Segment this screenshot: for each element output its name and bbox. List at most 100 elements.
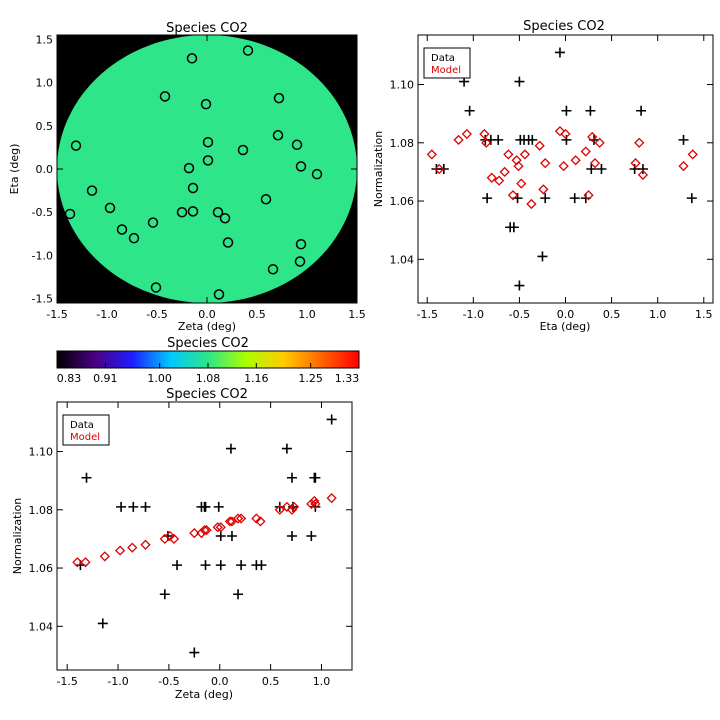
zeta-data-point	[236, 560, 247, 571]
eta-model-point	[538, 184, 549, 195]
zeta-plot-frame	[56, 401, 353, 671]
eta-model-point	[678, 160, 689, 172]
eta-data-point	[596, 164, 607, 174]
colorbar-tick-label: 1.33	[335, 372, 360, 385]
map-y-tick-label: -1.0	[32, 249, 53, 262]
zeta-model-point	[288, 501, 300, 512]
eta-x-tick-label: 1.5	[695, 308, 713, 321]
zeta-data-point	[256, 560, 267, 571]
map-marker	[260, 194, 272, 205]
zeta-data-point	[97, 618, 108, 629]
eta-x-ticks: -1.5 -1.0 -0.5 0.0 0.5 1.0 1.5	[416, 35, 713, 321]
eta-x-tick-label: -0.5	[509, 308, 530, 321]
eta-model-point	[583, 190, 594, 201]
zeta-legend-model: Model	[70, 432, 100, 443]
map-x-tick-label: 0.5	[248, 308, 266, 321]
eta-model-point	[481, 137, 492, 148]
zeta-x-tick-label: -1.0	[107, 675, 128, 688]
eta-model-point	[637, 169, 649, 180]
eta-model-point	[558, 160, 569, 172]
zeta-y-tick-label: 1.08	[29, 504, 54, 517]
zeta-model-point	[255, 516, 266, 527]
eta-x-tick-label: -1.0	[463, 308, 484, 321]
map-y-ticks: -1.5 -1.0 -0.5 0.0 0.5 1.0 1.5	[32, 33, 357, 306]
eta-model-point	[426, 149, 437, 160]
eta-y-tick-label: 1.06	[390, 195, 415, 208]
zeta-data-point	[281, 443, 292, 454]
eta-model-point	[587, 131, 598, 143]
zeta-model-point	[201, 525, 212, 536]
eta-model-point	[479, 128, 490, 140]
eta-model-point	[494, 175, 505, 186]
colorbar-tick-label: 0.83	[57, 372, 82, 385]
eta-legend-data: Data	[431, 53, 455, 64]
map-x-axis-label: Zeta (deg)	[178, 320, 236, 333]
zeta-x-axis-label: Zeta (deg)	[175, 688, 233, 701]
map-x-tick-label: 0.0	[198, 308, 216, 321]
eta-legend-model: Model	[431, 65, 461, 76]
eta-data-point	[678, 134, 689, 145]
eta-model-point	[594, 137, 605, 148]
zeta-model-point	[286, 504, 298, 515]
map-marker	[159, 91, 171, 102]
zeta-data-point	[233, 589, 244, 600]
eta-model-point	[516, 178, 527, 189]
map-marker	[200, 98, 212, 110]
zeta-y-ticks: 1.04 1.06 1.08 1.10	[29, 446, 352, 633]
map-marker	[187, 182, 199, 194]
map-x-tick-label: -0.5	[146, 308, 167, 321]
eta-data-point	[514, 280, 525, 291]
zeta-y-tick-label: 1.06	[29, 562, 54, 575]
map-marker	[104, 202, 116, 214]
map-x-ticks: -1.5 -1.0 -0.5 0.0 0.5 1.0 1.5	[46, 35, 366, 321]
map-y-axis-label: Eta (deg)	[8, 144, 21, 195]
zeta-model-point	[274, 504, 285, 515]
zeta-model-point	[72, 557, 83, 568]
eta-model-point	[634, 137, 645, 148]
zeta-model-point	[189, 527, 200, 539]
map-marker	[291, 139, 303, 151]
zeta-model-point	[168, 533, 180, 545]
colorbar-panel: Species CO2 0.83 0.91 1.00 1.08 1.16 1.25 1.33	[56, 336, 360, 385]
map-marker	[86, 185, 98, 196]
map-marker	[311, 168, 323, 180]
eta-data-point	[537, 251, 548, 262]
zeta-x-ticks: -1.5 -1.0 -0.5 0.0 0.5 1.0	[56, 402, 330, 688]
zeta-x-tick-label: 1.0	[313, 675, 331, 688]
eta-x-tick-label: -1.5	[416, 308, 437, 321]
co2-map-panel: Species CO2 -1.5 -1.0 -0.5 0.0 0.5 1.0 1.5 -1.…	[8, 21, 366, 333]
eta-model-point	[461, 128, 472, 140]
eta-x-tick-label: 0.5	[603, 308, 621, 321]
map-x-tick-label: 1.5	[348, 308, 366, 321]
zeta-data-point	[326, 414, 337, 425]
zeta-model-point	[232, 513, 244, 524]
map-marker	[222, 237, 234, 248]
zeta-data-point	[200, 560, 211, 571]
eta-data-point	[527, 134, 538, 145]
zeta-y-axis-label: Normalization	[11, 498, 24, 574]
zeta-y-tick-label: 1.04	[29, 620, 54, 633]
zeta-data-point	[225, 443, 236, 454]
eta-data-point	[508, 222, 519, 233]
zeta-data-point	[172, 560, 183, 571]
eta-data-point	[561, 105, 572, 116]
map-marker	[116, 224, 128, 235]
map-field-disk	[57, 35, 357, 303]
map-marker	[273, 92, 285, 104]
map-marker	[202, 155, 214, 166]
eta-y-ticks: 1.04 1.06 1.08 1.10	[390, 79, 713, 266]
eta-data-point	[493, 134, 504, 145]
zeta-model-point	[306, 498, 317, 510]
zeta-data-point	[310, 472, 321, 483]
eta-plot-title: Species CO2	[523, 19, 605, 34]
map-marker	[64, 208, 76, 220]
eta-data-point	[554, 47, 565, 58]
eta-x-tick-label: 0.0	[557, 308, 575, 321]
zeta-data-point	[226, 531, 237, 541]
zeta-model-point	[309, 495, 320, 507]
eta-data-point	[686, 193, 697, 204]
eta-y-axis-label: Normalization	[372, 131, 385, 207]
eta-model-point	[589, 158, 601, 169]
eta-y-tick-label: 1.08	[390, 137, 415, 150]
